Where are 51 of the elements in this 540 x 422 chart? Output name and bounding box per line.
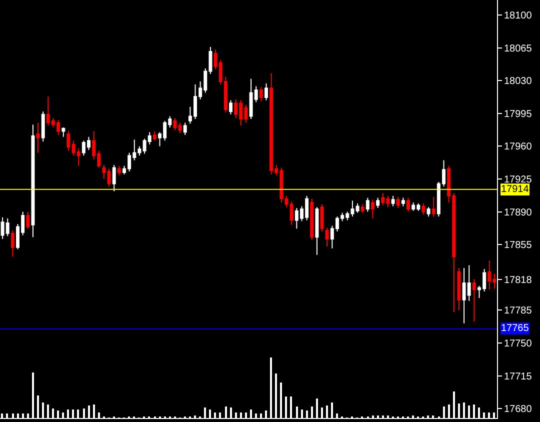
y-tick-label: 17995	[504, 108, 532, 120]
candlestick	[66, 130, 70, 152]
candlestick	[107, 168, 111, 188]
candlestick	[102, 164, 106, 180]
candlestick	[401, 197, 405, 207]
ref-line-label: 17914	[501, 184, 530, 195]
candlestick	[178, 122, 182, 134]
y-tick-label: 17715	[504, 371, 532, 382]
y-tick-label: 17750	[504, 338, 532, 350]
candlestick	[229, 100, 232, 115]
candlestick	[183, 122, 187, 136]
candlestick	[472, 278, 476, 322]
candlestick	[173, 118, 177, 131]
candlestick	[31, 124, 35, 238]
y-tick-label: 17680	[504, 404, 532, 416]
y-tick-label: 17785	[504, 306, 532, 317]
candlestick	[264, 82, 268, 101]
y-tick-label: 17960	[504, 142, 532, 153]
candlestick	[117, 165, 121, 176]
candlestick	[432, 196, 436, 217]
candlestick	[457, 268, 461, 311]
candlestick	[406, 197, 410, 212]
candlestick	[320, 204, 324, 232]
candlestick	[310, 198, 314, 240]
candlestick	[62, 126, 66, 138]
candlestick	[41, 111, 45, 142]
candlestick	[112, 164, 116, 192]
candlestick	[360, 204, 364, 214]
candlestick	[391, 195, 395, 207]
y-tick-label: 18100	[504, 10, 532, 22]
candlestick	[376, 197, 380, 209]
candlestick	[426, 206, 430, 217]
candlestick	[422, 202, 426, 216]
y-tick-label: 17925	[504, 174, 532, 186]
candlestick	[26, 211, 30, 230]
y-tick-label: 18030	[504, 76, 532, 88]
candlestick	[152, 130, 156, 142]
y-tick-label: 17890	[504, 207, 532, 218]
candlestick	[36, 122, 40, 154]
ref-line-label: 17765	[501, 323, 530, 334]
y-tick-label: 18065	[504, 43, 532, 54]
y-tick-label: 17818	[504, 274, 532, 286]
candlestick	[325, 227, 329, 247]
candlestick	[371, 199, 374, 219]
candlestick	[366, 197, 370, 212]
candlestick	[259, 86, 263, 102]
y-tick-label: 17855	[504, 240, 532, 252]
candlestick	[396, 196, 400, 209]
candlestick	[315, 206, 319, 256]
candlestick	[10, 230, 14, 258]
candlestick	[356, 202, 360, 214]
